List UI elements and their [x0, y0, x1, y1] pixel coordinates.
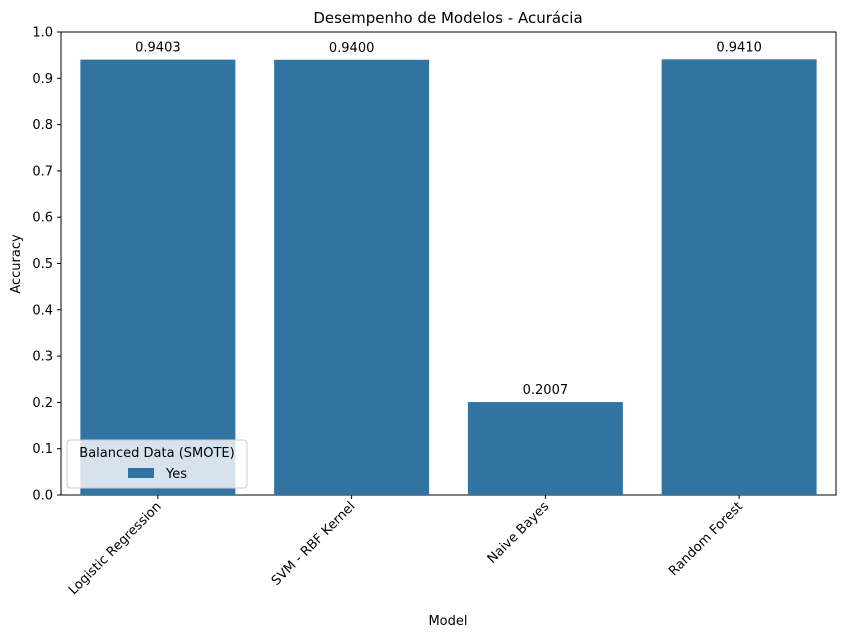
y-tick-label: 0.8	[32, 118, 53, 133]
y-tick-label: 0.3	[32, 350, 53, 365]
y-tick-label: 0.9	[32, 72, 53, 87]
data-labels: 0.9403 0.9400 0.2007 0.9410	[135, 40, 762, 398]
y-tick-label: 0.4	[32, 303, 53, 318]
y-tick-label: 0.1	[32, 442, 53, 457]
y-tick-label: 1.0	[32, 26, 53, 41]
x-tick-label: Random Forest	[666, 499, 746, 579]
data-label: 0.9403	[135, 41, 181, 56]
y-axis-label: Accuracy	[9, 234, 24, 294]
bar-naive-bayes	[467, 402, 623, 495]
bar-svm-rbf-kernel	[274, 59, 430, 495]
y-axis: 0.0 0.1 0.2 0.3 0.4 0.5 0.6 0.7 0.8 0.9 1.0	[32, 26, 61, 504]
legend-swatch	[128, 468, 154, 478]
x-tick-label: Logistic Regression	[66, 499, 165, 598]
y-tick-label: 0.5	[32, 257, 53, 272]
bar-random-forest	[661, 59, 817, 495]
bar-logistic-regression	[80, 59, 236, 495]
legend-title: Balanced Data (SMOTE)	[79, 446, 234, 461]
legend-box	[66, 439, 248, 489]
x-axis: Logistic Regression SVM - RBF Kernel Naive…	[66, 495, 746, 598]
data-label: 0.9410	[716, 40, 762, 55]
x-tick-label: Naive Bayes	[485, 499, 553, 567]
y-tick-label: 0.2	[32, 396, 53, 411]
x-axis-label: Model	[428, 614, 467, 629]
legend-entry: Yes	[165, 467, 187, 482]
legend: Balanced Data (SMOTE) Yes	[66, 439, 248, 489]
y-tick-label: 0.0	[32, 489, 53, 504]
y-tick-label: 0.7	[32, 164, 53, 179]
data-label: 0.2007	[523, 383, 569, 398]
y-tick-label: 0.6	[32, 211, 53, 226]
bars	[80, 59, 817, 495]
data-label: 0.9400	[329, 41, 375, 56]
x-tick-label: SVM - RBF Kernel	[269, 499, 359, 589]
chart-title: Desempenho de Modelos - Acurácia	[313, 9, 582, 27]
